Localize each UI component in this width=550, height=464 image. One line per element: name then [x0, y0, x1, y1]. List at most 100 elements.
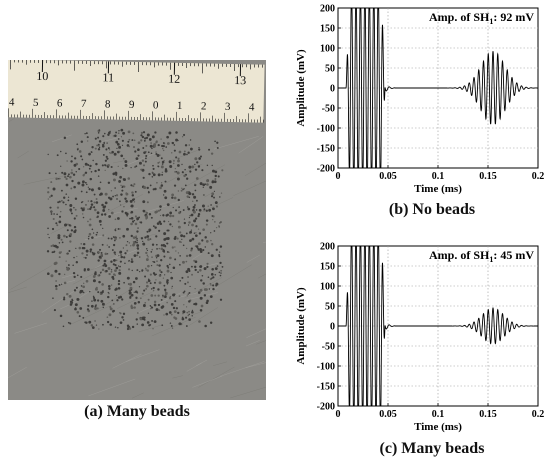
- bead: [133, 306, 136, 309]
- bead: [199, 269, 202, 272]
- bead: [194, 260, 198, 264]
- bead: [89, 291, 91, 293]
- bead: [89, 218, 92, 221]
- bead: [90, 324, 94, 327]
- bead: [152, 164, 154, 167]
- bead: [191, 193, 195, 196]
- bead: [216, 265, 219, 267]
- bead: [186, 177, 189, 180]
- caption-b: (b) No beads: [388, 201, 476, 218]
- bead: [97, 175, 100, 177]
- bead: [144, 236, 147, 239]
- bead: [108, 292, 110, 295]
- ruler-minor-label: 2: [201, 100, 207, 112]
- bead: [116, 299, 119, 302]
- bead: [58, 220, 62, 224]
- ruler-major-label: 12: [168, 72, 180, 86]
- bead: [186, 281, 189, 284]
- plate-scratch: [145, 200, 184, 213]
- bead: [67, 199, 70, 202]
- bead: [150, 264, 153, 267]
- bead: [166, 142, 170, 145]
- chart-many-beads: 200 150 100 50 0 -50 -100 -150 -200 0 0.05 0.1 0.15 0…: [288, 238, 550, 434]
- bead: [164, 196, 168, 200]
- bead: [183, 174, 186, 178]
- bead: [161, 163, 164, 165]
- bead: [90, 188, 94, 192]
- bead: [90, 206, 93, 209]
- bead: [114, 195, 116, 197]
- bead: [151, 319, 154, 322]
- bead: [179, 255, 181, 257]
- bead: [202, 228, 205, 232]
- bead: [92, 232, 95, 234]
- bead: [174, 171, 176, 173]
- bead: [86, 136, 89, 139]
- bead: [108, 246, 111, 248]
- plate-scratch: [189, 307, 219, 326]
- bead: [148, 228, 152, 232]
- bead: [104, 252, 108, 256]
- bead: [120, 135, 123, 138]
- bead: [90, 304, 94, 308]
- bead: [183, 304, 185, 306]
- bead: [88, 235, 90, 238]
- bead: [183, 218, 186, 220]
- bead: [112, 277, 115, 281]
- bead: [122, 131, 126, 135]
- bead: [109, 152, 111, 154]
- bead: [133, 219, 136, 222]
- bead: [211, 267, 214, 271]
- bead: [177, 220, 180, 223]
- bead: [132, 236, 136, 239]
- plate-scratch: [186, 362, 202, 372]
- bead: [152, 260, 154, 263]
- bead: [94, 137, 97, 140]
- bead: [137, 227, 139, 230]
- bead: [210, 284, 212, 286]
- bead: [198, 232, 202, 235]
- ruler-major-label: 10: [36, 69, 48, 83]
- plate-scratch: [151, 316, 196, 337]
- bead: [55, 280, 57, 282]
- bead: [166, 135, 169, 139]
- plate-scratch: [185, 164, 226, 187]
- bead: [187, 207, 191, 211]
- bead: [58, 251, 62, 254]
- bead: [65, 177, 68, 181]
- plate-scratch: [112, 160, 126, 164]
- bead: [210, 254, 214, 258]
- y-tick-label: -50: [322, 104, 335, 115]
- bead: [127, 140, 130, 143]
- bead: [97, 274, 100, 277]
- bead: [121, 316, 124, 319]
- bead: [155, 151, 157, 153]
- plate-scratch: [131, 392, 144, 399]
- bead: [150, 216, 153, 219]
- bead: [171, 285, 173, 288]
- bead: [118, 255, 120, 257]
- bead: [163, 189, 167, 193]
- bead: [134, 290, 138, 294]
- bead: [212, 287, 215, 291]
- bead: [71, 302, 74, 304]
- bead: [106, 157, 109, 160]
- bead: [169, 214, 172, 218]
- bead: [73, 256, 75, 259]
- bead: [130, 289, 133, 291]
- bead: [178, 206, 180, 208]
- bead: [208, 148, 211, 151]
- bead: [181, 135, 184, 138]
- bead: [97, 148, 101, 151]
- bead: [94, 208, 97, 212]
- bead: [129, 217, 131, 220]
- bead: [174, 246, 176, 248]
- bead: [188, 216, 191, 219]
- bead: [119, 295, 123, 299]
- bead: [147, 238, 150, 241]
- plate-scratch: [95, 287, 134, 312]
- bead: [63, 296, 66, 299]
- bead: [121, 298, 124, 301]
- bead: [213, 230, 216, 232]
